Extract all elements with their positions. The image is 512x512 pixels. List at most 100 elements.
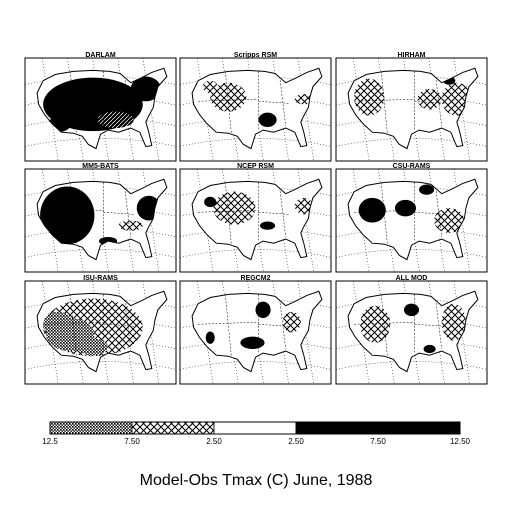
coastline <box>36 178 168 261</box>
map-panel: CSU-RAMS <box>335 163 488 273</box>
panel-label: MM5-BATS <box>82 163 119 170</box>
map-panel: HIRHAM <box>335 52 488 162</box>
land-mask <box>348 179 478 260</box>
panel-frame <box>179 57 332 162</box>
anomaly-region <box>210 82 247 112</box>
anomaly-region <box>423 344 436 354</box>
panel-frame <box>24 280 177 385</box>
colorbar-tick-label: 7.50 <box>124 437 140 446</box>
state-borders <box>198 71 289 134</box>
map-panel: NCEP RSM <box>179 163 332 273</box>
anomaly-shading <box>204 191 313 230</box>
anomaly-region <box>403 303 420 317</box>
anomaly-shading <box>43 298 143 357</box>
coastline <box>347 178 479 261</box>
state-borders <box>43 182 134 245</box>
colorbar-tick-label: 7.50 <box>370 437 386 446</box>
anomaly-region <box>258 112 277 128</box>
panel-label: DARLAM <box>85 52 115 59</box>
anomaly-region <box>441 82 472 116</box>
panels-grid: DARLAM Scripps RSM HIRHAM MM5-BATS NCEP RSM C… <box>24 52 488 385</box>
anomaly-shading <box>205 301 301 349</box>
anomaly-region <box>354 78 385 116</box>
figure-caption: Model-Obs Tmax (C) June, 1988 <box>139 472 373 489</box>
anomaly-region <box>40 186 95 245</box>
anomaly-region <box>394 199 417 217</box>
anomaly-region <box>204 196 217 208</box>
anomaly-region <box>419 184 435 195</box>
anomaly-region <box>97 111 134 129</box>
map-panel: DARLAM <box>24 52 177 162</box>
panel-frame <box>335 280 488 385</box>
panel-label: HIRHAM <box>398 52 426 59</box>
colorbar-segment <box>131 421 215 435</box>
map-panel: ISU-RAMS <box>24 275 177 385</box>
panel-label: CSU-RAMS <box>393 163 431 170</box>
anomaly-region <box>294 94 313 105</box>
state-borders <box>198 294 289 357</box>
coastline <box>36 290 168 373</box>
anomaly-shading <box>354 76 472 116</box>
anomaly-region <box>202 80 218 94</box>
map-panel: Scripps RSM <box>179 52 332 162</box>
colorbar-tick-label: 2.50 <box>206 437 222 446</box>
state-borders <box>43 294 134 357</box>
panel-frame <box>24 57 177 162</box>
anomaly-region <box>294 197 313 215</box>
panel-frame <box>179 280 332 385</box>
anomaly-shading <box>360 303 466 354</box>
state-borders <box>354 71 445 134</box>
coastline <box>191 290 323 373</box>
panel-frame <box>335 57 488 162</box>
anomaly-region <box>260 221 276 230</box>
state-borders <box>354 182 445 245</box>
state-borders <box>198 182 289 245</box>
panel-label: Scripps RSM <box>234 52 277 59</box>
panel-label: ALL MOD <box>396 275 428 282</box>
colorbar-segment <box>49 421 133 435</box>
coastline <box>36 67 168 150</box>
panel-frame <box>335 168 488 273</box>
map-panel: ALL MOD <box>335 275 488 385</box>
map-panel: REGCM2 <box>179 275 332 385</box>
anomaly-region <box>130 76 161 102</box>
panel-label: REGCM2 <box>241 275 271 282</box>
anomaly-region <box>434 208 465 233</box>
panel-frame <box>24 168 177 273</box>
anomaly-region <box>417 88 442 110</box>
land-mask <box>192 68 322 149</box>
panel-label: ISU-RAMS <box>83 275 118 282</box>
coastline <box>347 67 479 150</box>
land-mask <box>192 291 322 372</box>
state-borders <box>354 294 445 357</box>
anomaly-region <box>213 191 256 225</box>
colorbar: 12.5 7.50 2.50 2.50 7.50 12.50 <box>42 421 471 446</box>
anomaly-region <box>282 311 301 333</box>
anomaly-shading <box>202 80 313 128</box>
anomaly-region <box>441 303 466 341</box>
colorbar-segment <box>213 421 297 435</box>
map-panel: MM5-BATS <box>24 163 177 273</box>
anomaly-shading <box>43 76 161 133</box>
panel-frame <box>179 168 332 273</box>
anomaly-region <box>77 338 109 356</box>
anomaly-region <box>240 336 265 349</box>
coastline <box>191 178 323 261</box>
anomaly-shading <box>358 184 465 233</box>
land-mask <box>192 179 322 260</box>
anomaly-region <box>360 305 391 343</box>
anomaly-region <box>43 311 74 337</box>
colorbar-tick-label: 12.50 <box>450 437 471 446</box>
anomaly-region <box>358 197 386 223</box>
colorbar-frame <box>49 421 461 435</box>
state-borders <box>43 71 134 134</box>
anomaly-region <box>118 220 143 231</box>
colorbar-segment <box>377 421 461 435</box>
coastline <box>347 290 479 373</box>
anomaly-region <box>205 331 215 344</box>
coastline <box>191 67 323 150</box>
colorbar-segment <box>295 421 379 435</box>
anomaly-region <box>255 301 271 319</box>
panel-label: NCEP RSM <box>237 163 274 170</box>
